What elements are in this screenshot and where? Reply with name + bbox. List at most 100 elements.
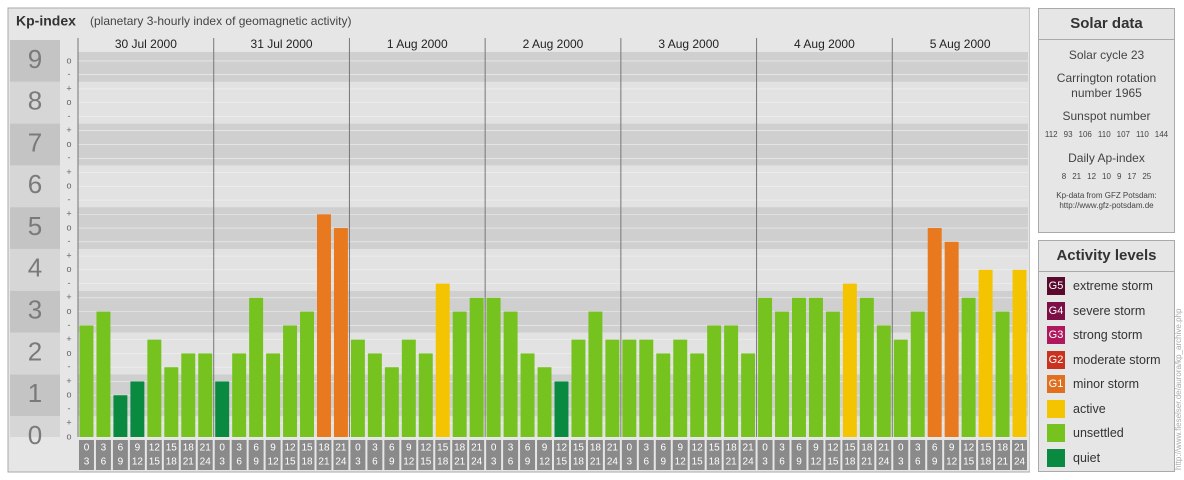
bar xyxy=(622,339,637,437)
hour-box xyxy=(740,440,756,470)
minor-tick-label: o xyxy=(66,306,71,316)
sunspot-value: 93 xyxy=(1063,130,1073,139)
x-tick-label: 18 xyxy=(454,443,466,454)
x-tick-label: 6 xyxy=(372,457,378,468)
source-url: http://www.gfz-potsdam.de xyxy=(1059,201,1154,210)
bar xyxy=(79,325,94,437)
hour-box xyxy=(791,440,807,470)
x-tick-label: 9 xyxy=(677,443,683,454)
x-tick-label: 3 xyxy=(898,457,904,468)
credit: http://www.fieselser.de/aurora/kp_archiv… xyxy=(1174,308,1183,470)
x-tick-label: 15 xyxy=(301,443,313,454)
minor-tick-label: + xyxy=(66,334,71,344)
y-tick-label: 5 xyxy=(28,211,42,241)
x-tick-label: 12 xyxy=(827,443,839,454)
legend-swatch: G1 xyxy=(1047,375,1065,394)
hour-box xyxy=(842,440,858,470)
legend-label: strong storm xyxy=(1073,328,1143,343)
hour-box xyxy=(435,440,451,470)
x-tick-label: 3 xyxy=(762,457,768,468)
x-tick-label: 15 xyxy=(556,457,568,468)
bar xyxy=(876,325,891,437)
x-tick-label: 24 xyxy=(335,457,347,468)
bar xyxy=(775,311,789,437)
x-tick-label: 21 xyxy=(997,457,1009,468)
x-tick-label: 6 xyxy=(915,457,921,468)
bar xyxy=(910,311,925,437)
x-tick-label: 3 xyxy=(219,457,225,468)
bar xyxy=(435,283,450,437)
hour-box xyxy=(944,440,960,470)
hour-box xyxy=(129,440,145,470)
minor-tick-label: o xyxy=(66,181,71,191)
legend-label: unsettled xyxy=(1073,426,1124,441)
sunspot-value: 110 xyxy=(1136,130,1149,139)
hour-box xyxy=(978,440,994,470)
bar xyxy=(978,269,993,437)
hour-box xyxy=(316,440,332,470)
bar xyxy=(418,353,433,437)
hour-box xyxy=(231,440,247,470)
x-tick-label: 12 xyxy=(810,457,822,468)
y-band xyxy=(10,332,60,375)
y-band xyxy=(10,290,60,333)
hour-box xyxy=(774,440,790,470)
bar xyxy=(266,353,281,437)
x-tick-label: 18 xyxy=(437,457,449,468)
x-tick-label: 9 xyxy=(932,457,938,468)
minor-tick-label: - xyxy=(68,362,71,372)
x-tick-label: 3 xyxy=(644,443,650,454)
legend: Activity levels G5 extreme storm G4 severe … xyxy=(1038,240,1175,472)
hour-box xyxy=(163,440,179,470)
x-tick-label: 9 xyxy=(389,457,395,468)
x-tick-label: 21 xyxy=(471,443,483,454)
bar xyxy=(808,297,823,437)
hour-box xyxy=(367,440,383,470)
legend-label: moderate storm xyxy=(1073,352,1161,367)
x-tick-label: 0 xyxy=(762,443,768,454)
bar xyxy=(741,353,756,437)
ap-value: 9 xyxy=(1116,172,1122,181)
solar-cycle: Solar cycle 23 xyxy=(1068,48,1145,62)
x-tick-label: 18 xyxy=(301,457,313,468)
x-tick-label: 15 xyxy=(573,443,585,454)
x-tick-label: 15 xyxy=(437,443,449,454)
x-tick-label: 9 xyxy=(135,443,141,454)
minor-tick-label: o xyxy=(66,55,71,65)
hour-box xyxy=(197,440,213,470)
chart-subtitle: (planetary 3-hourly index of geomagnetic… xyxy=(90,14,351,28)
x-tick-label: 15 xyxy=(420,457,432,468)
bar xyxy=(232,353,247,437)
x-tick-label: 6 xyxy=(660,443,666,454)
x-tick-label: 9 xyxy=(525,457,531,468)
bar xyxy=(690,353,705,437)
bar xyxy=(486,297,501,437)
hour-box xyxy=(537,440,552,470)
x-date-label: 1 Aug 2000 xyxy=(387,37,448,51)
legend-swatch: G4 xyxy=(1047,301,1065,320)
legend-swatch: G3 xyxy=(1047,326,1065,345)
x-tick-label: 24 xyxy=(743,457,755,468)
legend-item: G5 extreme storm xyxy=(1039,274,1174,299)
x-tick-label: 6 xyxy=(389,443,395,454)
hour-box xyxy=(893,440,909,470)
bar xyxy=(300,311,314,437)
minor-tick-label: + xyxy=(66,376,71,386)
minor-tick-label: o xyxy=(66,348,71,358)
x-tick-label: 18 xyxy=(709,457,721,468)
x-tick-label: 18 xyxy=(844,457,856,468)
x-tick-label: 15 xyxy=(980,443,992,454)
bar xyxy=(961,297,976,437)
minor-tick-label: + xyxy=(66,83,71,93)
x-tick-label: 21 xyxy=(590,457,602,468)
hour-box xyxy=(672,440,688,470)
legend-item: unsettled xyxy=(1039,421,1174,446)
source-text: Kp-data from GFZ Potsdam: xyxy=(1056,191,1157,200)
x-tick-label: 18 xyxy=(726,443,738,454)
x-tick-label: 3 xyxy=(779,443,785,454)
bar xyxy=(673,339,688,437)
minor-tick-label: + xyxy=(66,167,71,177)
x-tick-label: 6 xyxy=(932,443,938,454)
hour-box xyxy=(146,440,162,470)
